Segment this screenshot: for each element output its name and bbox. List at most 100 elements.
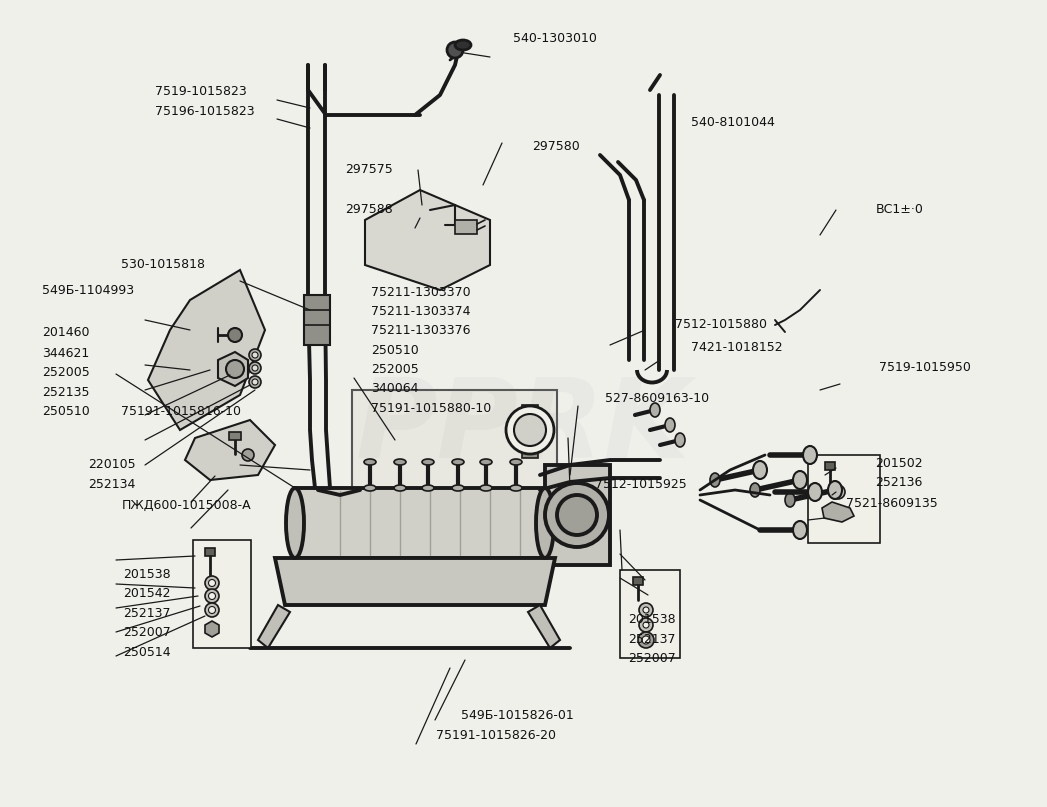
Text: 75196-1015823: 75196-1015823 (155, 105, 254, 118)
Text: PPRK: PPRK (356, 374, 691, 481)
Circle shape (252, 352, 258, 358)
Polygon shape (365, 190, 490, 290)
Polygon shape (148, 270, 265, 430)
Text: 252135: 252135 (42, 386, 89, 399)
Text: 201460: 201460 (42, 326, 89, 339)
Ellipse shape (510, 459, 522, 465)
Text: 7519-1015950: 7519-1015950 (879, 362, 972, 374)
Polygon shape (218, 352, 248, 386)
Circle shape (638, 632, 654, 648)
Circle shape (252, 379, 258, 385)
Circle shape (557, 495, 597, 535)
Text: 7519-1015823: 7519-1015823 (155, 86, 247, 98)
Ellipse shape (286, 488, 304, 558)
Text: 75211-1303374: 75211-1303374 (371, 305, 470, 318)
Polygon shape (528, 605, 560, 648)
Bar (620, 570, 680, 658)
Circle shape (205, 576, 219, 590)
Ellipse shape (510, 485, 522, 491)
Text: 540-8101044: 540-8101044 (691, 116, 775, 129)
Text: 220105: 220105 (88, 458, 135, 471)
Bar (633, 577, 643, 585)
Text: 201538: 201538 (628, 613, 675, 626)
Ellipse shape (455, 40, 471, 50)
Bar (193, 540, 251, 648)
Bar (455, 220, 477, 234)
Text: 201542: 201542 (124, 587, 171, 600)
Circle shape (205, 589, 219, 603)
Circle shape (639, 618, 653, 632)
Ellipse shape (480, 459, 492, 465)
Ellipse shape (785, 493, 795, 507)
Text: 297580: 297580 (532, 140, 580, 153)
Ellipse shape (452, 485, 464, 491)
Circle shape (447, 42, 463, 58)
Circle shape (205, 603, 219, 617)
Circle shape (252, 365, 258, 371)
Text: 344621: 344621 (42, 347, 89, 360)
Circle shape (242, 449, 254, 461)
Circle shape (836, 489, 841, 495)
Bar (522, 448, 538, 458)
Bar (304, 295, 330, 345)
Text: 252136: 252136 (875, 476, 922, 489)
Ellipse shape (793, 521, 807, 539)
Text: 75191-1015816-10: 75191-1015816-10 (121, 405, 242, 418)
Circle shape (249, 362, 261, 374)
Text: 252134: 252134 (88, 478, 135, 491)
Polygon shape (258, 605, 290, 648)
Text: 201502: 201502 (875, 457, 922, 470)
Polygon shape (545, 465, 610, 565)
Ellipse shape (750, 483, 760, 497)
Circle shape (506, 406, 554, 454)
Text: 252007: 252007 (628, 652, 676, 665)
Text: 252137: 252137 (628, 633, 675, 646)
Bar (825, 462, 836, 470)
Text: 7512-1015925: 7512-1015925 (595, 478, 687, 491)
Ellipse shape (480, 485, 492, 491)
Ellipse shape (364, 459, 376, 465)
Ellipse shape (394, 485, 406, 491)
Text: 252005: 252005 (42, 366, 90, 379)
Circle shape (208, 592, 216, 600)
Bar (522, 405, 538, 415)
Text: 252137: 252137 (124, 607, 171, 620)
Text: 530-1015818: 530-1015818 (121, 258, 205, 271)
Polygon shape (185, 420, 275, 480)
Ellipse shape (422, 459, 435, 465)
Ellipse shape (452, 459, 464, 465)
Ellipse shape (422, 485, 435, 491)
Ellipse shape (808, 483, 822, 501)
Polygon shape (295, 488, 545, 558)
Text: 250510: 250510 (371, 344, 419, 357)
Ellipse shape (803, 446, 817, 464)
Text: ПЖД600-1015008-А: ПЖД600-1015008-А (121, 499, 251, 512)
Text: 7512-1015880: 7512-1015880 (675, 318, 767, 331)
Ellipse shape (710, 473, 720, 487)
Circle shape (514, 414, 545, 446)
Text: 75211-1303370: 75211-1303370 (371, 286, 470, 299)
Polygon shape (205, 621, 219, 637)
Ellipse shape (828, 481, 842, 499)
Text: 549Б-1015826-01: 549Б-1015826-01 (461, 709, 574, 721)
Bar (352, 390, 557, 538)
Circle shape (831, 485, 845, 499)
Ellipse shape (753, 461, 767, 479)
Text: 540-1303010: 540-1303010 (513, 32, 597, 45)
Text: 75191-1015880-10: 75191-1015880-10 (371, 402, 491, 415)
Text: 7521-8609135: 7521-8609135 (846, 497, 938, 510)
Ellipse shape (793, 471, 807, 489)
Circle shape (643, 607, 649, 613)
Text: 297588: 297588 (346, 203, 394, 216)
Circle shape (228, 328, 242, 342)
Circle shape (545, 483, 609, 547)
Circle shape (639, 603, 653, 617)
Text: 340064: 340064 (371, 383, 418, 395)
Text: ВС1±·0: ВС1±·0 (875, 203, 923, 216)
Circle shape (208, 607, 216, 613)
Polygon shape (822, 502, 854, 522)
Text: 252007: 252007 (124, 626, 172, 639)
Bar (229, 432, 241, 440)
Text: 527-8609163-10: 527-8609163-10 (605, 392, 709, 405)
Text: 250510: 250510 (42, 405, 90, 418)
